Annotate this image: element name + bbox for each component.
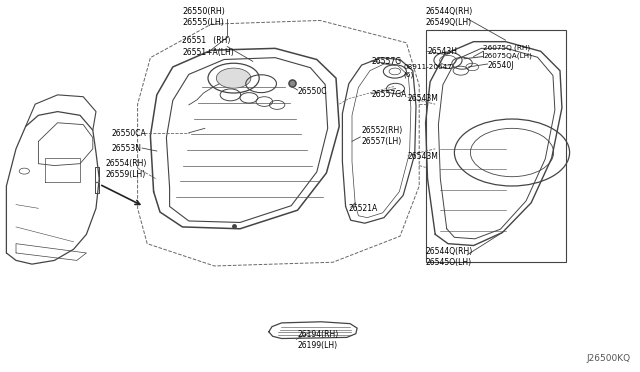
Text: 26075Q (RH)
26075QA(LH): 26075Q (RH) 26075QA(LH)	[483, 44, 532, 58]
Text: 26553N: 26553N	[112, 144, 142, 153]
Text: 26554(RH)
26559(LH): 26554(RH) 26559(LH)	[106, 159, 147, 179]
Text: 26550CA: 26550CA	[112, 129, 147, 138]
Text: 26552(RH)
26557(LH): 26552(RH) 26557(LH)	[362, 126, 403, 146]
Text: J26500KQ: J26500KQ	[586, 354, 630, 363]
Text: 26543M: 26543M	[408, 152, 438, 161]
Text: 26543M: 26543M	[408, 94, 438, 103]
Circle shape	[216, 68, 251, 88]
Text: 26544Q(RH)
26545O(LH): 26544Q(RH) 26545O(LH)	[426, 247, 473, 267]
Text: 26557G: 26557G	[371, 57, 401, 65]
Text: 26543H: 26543H	[428, 47, 458, 56]
Text: 26540J: 26540J	[488, 61, 514, 70]
Text: 26544Q(RH)
26549Q(LH): 26544Q(RH) 26549Q(LH)	[426, 7, 473, 27]
Text: 26521A: 26521A	[349, 204, 378, 213]
Text: 26551   (RH)
26551+A(LH): 26551 (RH) 26551+A(LH)	[182, 36, 234, 57]
Text: 26550(RH)
26555(LH): 26550(RH) 26555(LH)	[182, 7, 225, 27]
Text: 08911-20647
(6): 08911-20647 (6)	[403, 64, 452, 78]
Text: 26194(RH)
26199(LH): 26194(RH) 26199(LH)	[298, 330, 339, 350]
Text: 26550C: 26550C	[298, 87, 327, 96]
Text: 26557GA: 26557GA	[371, 90, 406, 99]
